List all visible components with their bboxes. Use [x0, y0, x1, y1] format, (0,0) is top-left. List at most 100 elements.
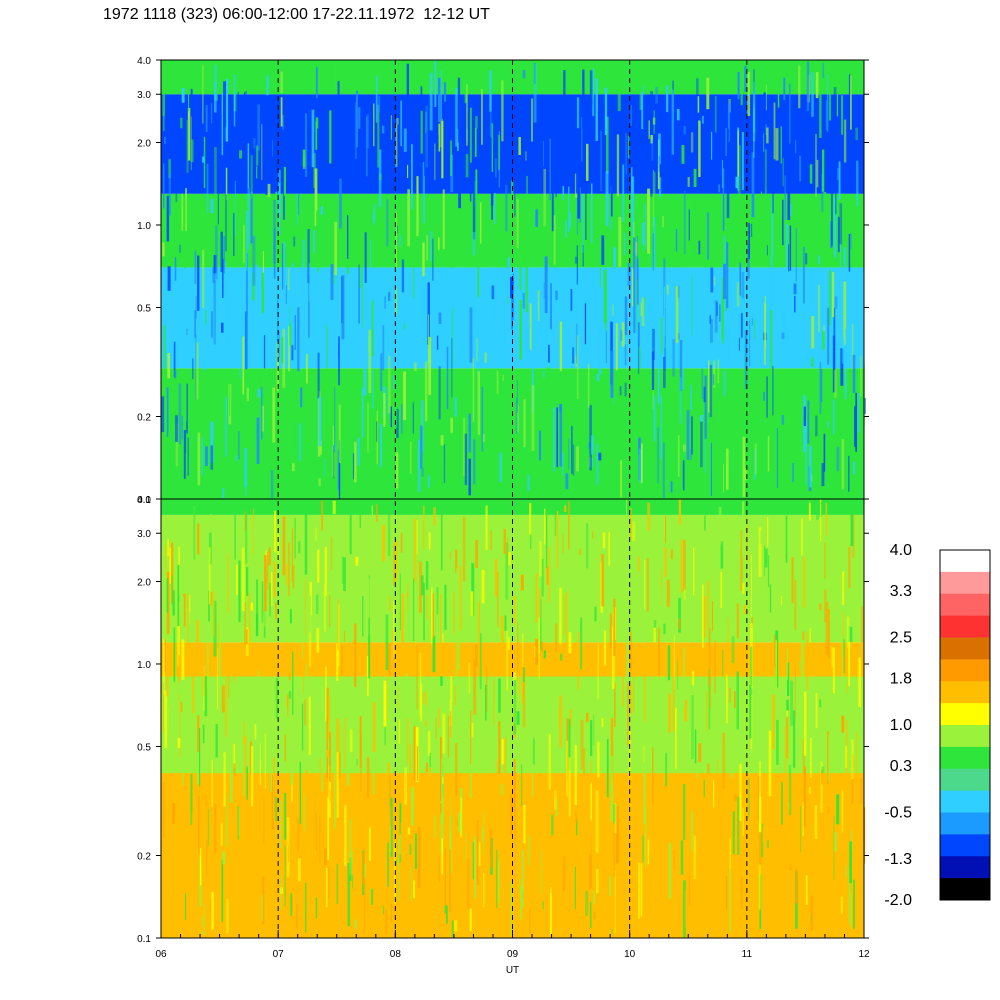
upper-streak [502, 374, 504, 381]
lower-streak [328, 731, 331, 782]
lower-streak [532, 771, 534, 797]
lower-streak [202, 724, 205, 744]
lower-streak [177, 601, 180, 667]
upper-streak [841, 95, 844, 135]
upper-streak [723, 235, 726, 291]
lower-streak [860, 778, 863, 804]
upper-streak [764, 149, 767, 197]
lower-streak [761, 823, 764, 858]
lower-streak [647, 502, 651, 531]
upper-streak [533, 62, 536, 85]
upper-streak [466, 84, 468, 146]
lower-streak [337, 752, 341, 779]
lower-streak [663, 623, 666, 634]
upper-streak [450, 236, 453, 269]
upper-streak [222, 258, 224, 298]
lower-streak [629, 632, 632, 671]
upper-streak [222, 488, 225, 499]
lower-streak [310, 552, 312, 602]
lower-streak [593, 714, 595, 746]
upper-streak [380, 233, 383, 263]
lower-streak [504, 615, 507, 631]
upper-streak [407, 189, 410, 247]
lower-streak [419, 561, 422, 613]
lower-streak [849, 626, 853, 642]
lower-streak [742, 582, 745, 595]
lower-streak [218, 871, 220, 888]
lower-streak [666, 579, 670, 607]
x-tick-label: 08 [390, 949, 402, 960]
upper-streak [683, 190, 686, 254]
upper-streak [633, 268, 636, 333]
lower-streak [678, 597, 681, 633]
lower-streak [344, 717, 347, 768]
lower-streak [734, 691, 736, 709]
upper-streak [652, 169, 655, 227]
upper-streak [213, 280, 216, 345]
lower-streak [841, 715, 845, 733]
lower-streak [691, 695, 694, 759]
upper-streak [811, 357, 814, 367]
lower-streak [362, 519, 365, 566]
lower-streak [331, 817, 334, 846]
lower-streak [684, 585, 686, 600]
lower-streak [356, 759, 358, 766]
upper-streak [815, 72, 819, 99]
lower-streak [687, 859, 690, 876]
lower-streak [366, 756, 370, 798]
lower-streak [435, 717, 437, 739]
upper-streak [201, 437, 203, 476]
lower-streak [562, 533, 564, 554]
upper-streak [635, 241, 639, 256]
upper-streak [569, 429, 571, 488]
upper-streak [346, 270, 350, 301]
upper-streak [296, 193, 298, 226]
lower-streak [614, 682, 616, 727]
upper-streak [272, 140, 274, 157]
lower-streak [794, 869, 798, 904]
lower-streak [305, 619, 309, 641]
upper-streak [585, 193, 587, 240]
lower-streak [522, 666, 525, 682]
lower-ytick-label: 4.0 [137, 495, 151, 506]
lower-streak [470, 710, 472, 765]
upper-streak [475, 169, 478, 204]
lower-streak [581, 679, 583, 720]
lower-streak [649, 839, 651, 902]
upper-streak [754, 318, 756, 340]
upper-streak [284, 125, 287, 159]
upper-streak [807, 400, 810, 444]
lower-streak [207, 809, 210, 846]
lower-streak [722, 732, 726, 789]
lower-streak [736, 603, 739, 639]
lower-streak [736, 671, 739, 730]
upper-streak [236, 123, 239, 151]
lower-streak [330, 536, 333, 571]
lower-streak [454, 920, 458, 932]
upper-streak [272, 387, 276, 443]
lower-streak [291, 528, 294, 582]
lower-streak [449, 849, 451, 912]
colorbar-frame [939, 549, 991, 901]
upper-streak [175, 170, 178, 203]
upper-streak [653, 110, 655, 135]
lower-streak [269, 583, 271, 617]
upper-streak [764, 302, 766, 365]
upper-streak [799, 155, 802, 182]
upper-streak [596, 443, 599, 485]
upper-streak [658, 177, 662, 197]
upper-streak [835, 172, 837, 215]
upper-streak [819, 85, 822, 138]
upper-streak [585, 378, 588, 390]
upper-streak [476, 338, 478, 362]
lower-streak [304, 579, 307, 635]
lower-streak [785, 717, 789, 759]
lower-streak [193, 508, 196, 560]
upper-streak [215, 225, 218, 280]
upper-streak [361, 264, 363, 328]
lower-streak [413, 518, 417, 583]
upper-streak [839, 203, 843, 245]
upper-streak [516, 198, 519, 248]
lower-streak [390, 807, 392, 853]
lower-streak [223, 752, 226, 807]
